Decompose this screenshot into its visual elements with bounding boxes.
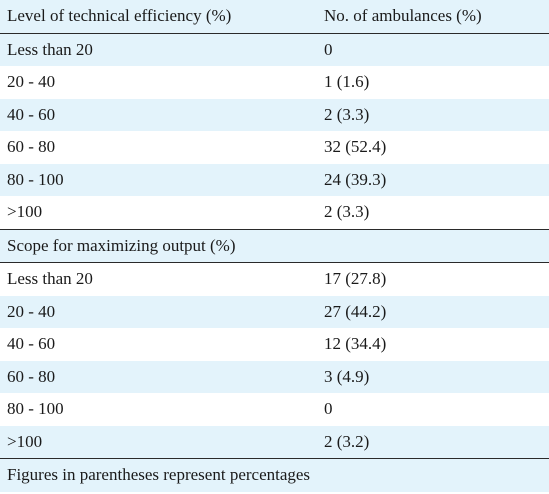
table-footnote: Figures in parentheses represent percent… [0,458,549,492]
header-efficiency-level: Level of technical efficiency (%) [0,0,315,34]
row-value: 24 (39.3) [315,163,549,196]
table-row: Less than 20 17 (27.8) [0,262,549,296]
section-title: Scope for maximizing output (%) [0,228,549,263]
section-header-row: Scope for maximizing output (%) [0,228,549,263]
row-label: 60 - 80 [0,360,315,393]
row-label: 40 - 60 [0,98,315,131]
row-label: 80 - 100 [0,163,315,196]
row-value: 3 (4.9) [315,360,549,393]
row-value: 27 (44.2) [315,295,549,328]
header-ambulance-count: No. of ambulances (%) [315,0,549,34]
table-row: 80 - 100 24 (39.3) [0,163,549,196]
row-value: 1 (1.6) [315,66,549,99]
table-row: >100 2 (3.2) [0,425,549,459]
row-value: 2 (3.3) [315,196,549,229]
table-row: >100 2 (3.3) [0,196,549,229]
row-value: 17 (27.8) [315,262,549,296]
row-label: 20 - 40 [0,295,315,328]
row-label: 60 - 80 [0,131,315,164]
row-label: 80 - 100 [0,393,315,426]
table-row: 20 - 40 27 (44.2) [0,295,549,328]
row-label: Less than 20 [0,33,315,66]
table-row: 60 - 80 32 (52.4) [0,131,549,164]
row-value: 12 (34.4) [315,328,549,361]
row-label: >100 [0,196,315,229]
row-label: >100 [0,425,315,459]
table-row: Less than 20 0 [0,33,549,66]
row-value: 0 [315,393,549,426]
table-row: 20 - 40 1 (1.6) [0,66,549,99]
table-row: 60 - 80 3 (4.9) [0,360,549,393]
row-label: 40 - 60 [0,328,315,361]
row-value: 2 (3.3) [315,98,549,131]
table-row: 80 - 100 0 [0,393,549,426]
table-row: 40 - 60 2 (3.3) [0,98,549,131]
row-value: 2 (3.2) [315,425,549,459]
row-label: 20 - 40 [0,66,315,99]
row-value: 32 (52.4) [315,131,549,164]
row-value: 0 [315,33,549,66]
row-label: Less than 20 [0,262,315,296]
footnote-row: Figures in parentheses represent percent… [0,458,549,492]
table-header-row: Level of technical efficiency (%) No. of… [0,0,549,34]
table-row: 40 - 60 12 (34.4) [0,328,549,361]
